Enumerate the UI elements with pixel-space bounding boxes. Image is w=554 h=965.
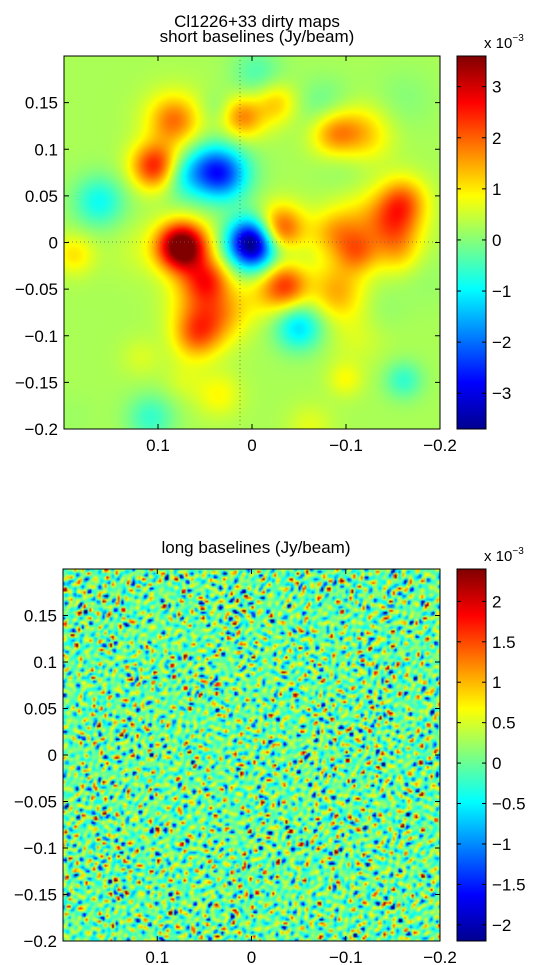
- map1-y-tick-label: 0.15: [25, 94, 58, 113]
- colorbar-tick-label: 0: [492, 231, 501, 250]
- colorbar1-scale-exponent: −3: [512, 33, 524, 44]
- colorbar1-scale-base: x 10: [484, 35, 512, 52]
- map1-heatmap: [64, 56, 440, 429]
- map2-y-tick-label: −0.1: [23, 839, 57, 858]
- map2-y-axis: 0.15 0.1 0.05 0 −0.05 −0.1 −0.15 −0.2: [14, 607, 440, 951]
- map2-y-tick-label: −0.05: [14, 793, 57, 812]
- map1-y-tick-label: −0.05: [15, 280, 58, 299]
- colorbar1-axis: 3 2 1 0 −1 −2 −3: [457, 78, 511, 403]
- map2-heatmap: [63, 569, 440, 941]
- map2-x-axis: 0.1 0 −0.1 −0.2: [145, 569, 457, 965]
- map1-y-tick-label: 0.05: [25, 187, 58, 206]
- colorbar-tick-label: −2: [492, 916, 511, 935]
- map2-x-tick-label: −0.2: [423, 948, 457, 965]
- map2-y-tick-label: −0.2: [23, 932, 57, 951]
- colorbar2-scale-exponent: −3: [512, 546, 524, 557]
- map1-y-tick-label: −0.15: [15, 373, 58, 392]
- colorbar2-axis: 2 1.5 1 0.5 0 −0.5 −1 −1.5 −2: [457, 592, 526, 935]
- map1-x-tick-label: 0.1: [146, 436, 170, 455]
- colorbar2-gradient: [456, 568, 487, 942]
- map1-x-tick-label: −0.1: [329, 436, 363, 455]
- colorbar2-scale-label: x 10−3: [484, 546, 524, 565]
- map1-title: short baselines (Jy/beam): [160, 27, 355, 46]
- colorbar-tick-label: 1: [492, 673, 501, 692]
- map1-y-tick-label: −0.2: [24, 420, 58, 439]
- colorbar-tick-label: 3: [492, 78, 501, 97]
- map2-x-tick-label: 0.1: [145, 948, 169, 965]
- map1-y-axis: 0.15 0.1 0.05 0 −0.05 −0.1 −0.15 −0.2: [15, 94, 440, 439]
- colorbar-tick-label: −3: [492, 384, 511, 403]
- colorbar1-gradient: [456, 55, 487, 430]
- colorbar-tick-label: 0.5: [492, 714, 516, 733]
- figure-suptitle: Cl1226+33 dirty maps: [174, 12, 340, 31]
- map2-y-tick-label: 0.1: [33, 653, 57, 672]
- colorbar-tick-label: −2: [492, 333, 511, 352]
- map2-y-tick-label: 0.15: [24, 607, 57, 626]
- map2-title: long baselines (Jy/beam): [162, 538, 351, 557]
- colorbar2-scale-base: x 10: [484, 548, 512, 565]
- colorbar-tick-label: 1: [492, 180, 501, 199]
- map1-y-tick-label: −0.1: [24, 327, 58, 346]
- colorbar-tick-label: −1: [492, 835, 511, 854]
- map2-x-tick-label: 0: [247, 948, 256, 965]
- map1-x-axis: 0.1 0 −0.1 −0.2: [146, 56, 457, 455]
- map1-x-tick-label: 0: [247, 436, 256, 455]
- map1-x-tick-label: −0.2: [423, 436, 457, 455]
- map2-y-tick-label: 0.05: [24, 700, 57, 719]
- colorbar-tick-label: −1.5: [492, 875, 526, 894]
- colorbar-tick-label: −1: [492, 282, 511, 301]
- map2-x-tick-label: −0.1: [329, 948, 363, 965]
- colorbar-tick-label: 1.5: [492, 633, 516, 652]
- colorbar-tick-label: 2: [492, 592, 501, 611]
- map1-y-tick-label: 0.1: [34, 140, 58, 159]
- map2-y-tick-label: −0.15: [14, 886, 57, 905]
- colorbar1-scale-label: x 10−3: [484, 33, 524, 52]
- colorbar-tick-label: 2: [492, 129, 501, 148]
- map2-y-tick-label: 0: [48, 746, 57, 765]
- colorbar-tick-label: 0: [492, 754, 501, 773]
- colorbar-tick-label: −0.5: [492, 795, 526, 814]
- map1-y-tick-label: 0: [49, 234, 58, 253]
